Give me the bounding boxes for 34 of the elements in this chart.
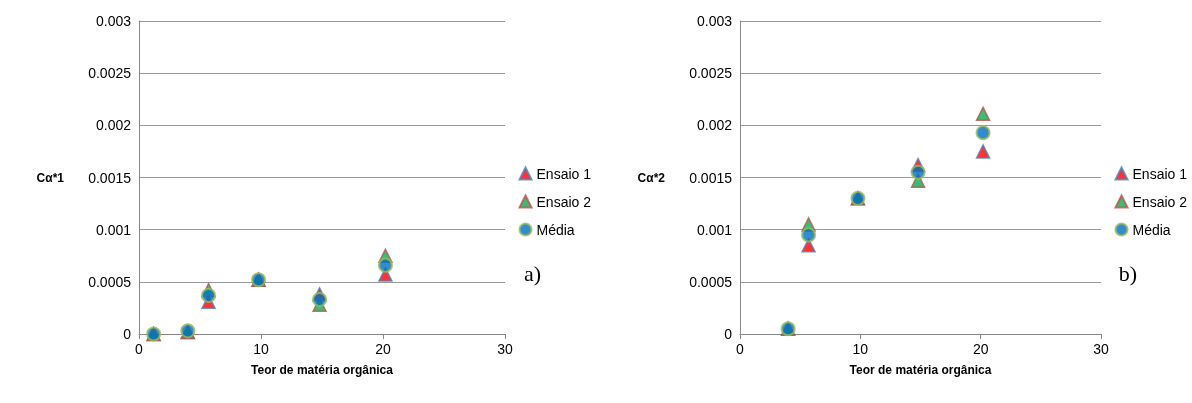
legend-label: Ensaio 2 [1132, 193, 1188, 210]
y-tick-label: 0.0005 [689, 273, 733, 290]
text: b) [1118, 260, 1137, 286]
y-tick-label: 0.001 [696, 221, 733, 238]
legend-label: Ensaio 1 [536, 165, 592, 182]
legend-label: Ensaio 1 [1132, 165, 1188, 182]
x-tick-label: 20 [375, 341, 391, 357]
y-tick-label: 0.0025 [689, 65, 733, 82]
x-axis-title: Teor de matéria orgânica [849, 363, 992, 377]
y-tick-label: 0.002 [95, 117, 132, 134]
y-tick-label: 0.002 [696, 117, 733, 134]
legend-label: Ensaio 2 [536, 193, 592, 210]
x-tick-label: 30 [497, 341, 513, 357]
x-tick-label: 0 [135, 341, 144, 357]
text: a) [523, 260, 541, 286]
x-axis-title: Teor de matéria orgânica [251, 363, 394, 377]
y-tick-label: 0.0005 [88, 273, 132, 290]
y-tick-label: 0.0015 [88, 169, 132, 186]
y-tick-label: 0.0025 [88, 65, 132, 82]
y-tick-label: 0 [724, 326, 733, 342]
x-tick-label: 10 [253, 341, 269, 357]
y-tick-label: 0 [123, 326, 132, 342]
x-tick-label: 10 [852, 341, 869, 357]
y-tick-label: 0.001 [95, 221, 132, 238]
y-axis-title: Cα*1 [36, 170, 65, 185]
legend-label: Média [536, 221, 575, 238]
x-tick-label: 20 [972, 341, 989, 357]
y-tick-label: 0.003 [696, 13, 733, 29]
x-tick-label: 0 [736, 341, 745, 357]
legend-label: Média [1132, 221, 1171, 238]
y-tick-label: 0.0015 [689, 169, 733, 186]
y-tick-label: 0.003 [95, 13, 132, 29]
x-tick-label: 30 [1093, 341, 1109, 357]
y-axis-title: Cα*2 [637, 170, 666, 185]
